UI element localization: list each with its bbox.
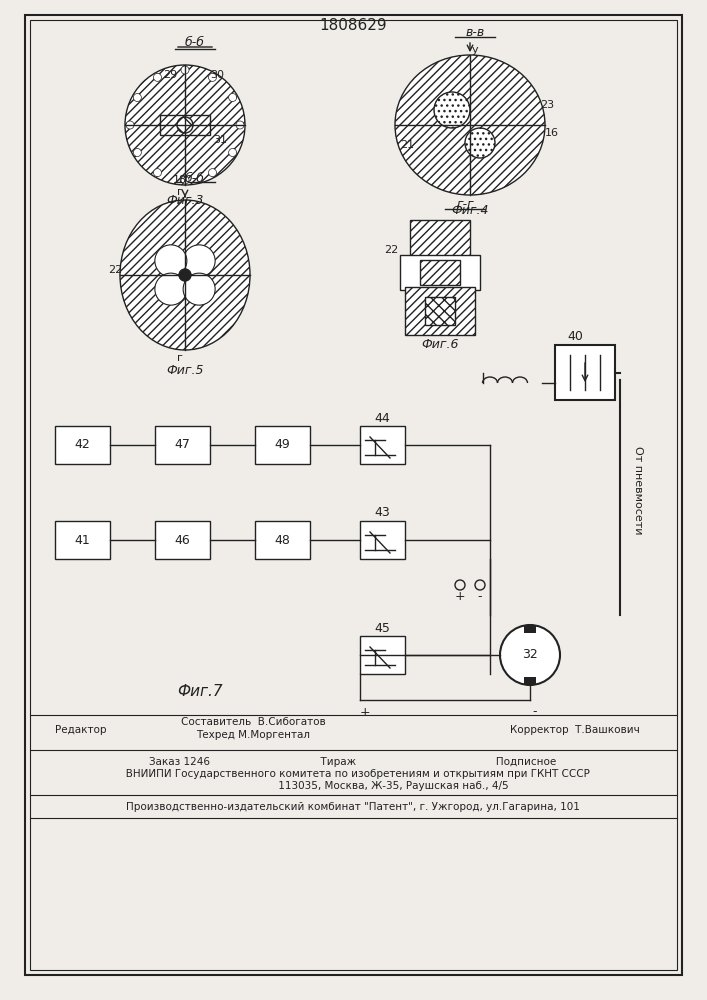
Bar — [360, 636, 405, 674]
Text: Фиг.6: Фиг.6 — [421, 338, 459, 352]
Bar — [360, 521, 405, 559]
Text: 49: 49 — [274, 438, 291, 452]
Circle shape — [179, 269, 191, 281]
Text: 45: 45 — [374, 621, 390, 635]
Text: Составитель  В.Сибогатов: Составитель В.Сибогатов — [180, 717, 325, 727]
Text: Корректор  Т.Вашкович: Корректор Т.Вашкович — [510, 725, 640, 735]
Text: б-б: б-б — [185, 36, 205, 49]
Text: Фиг.7: Фиг.7 — [177, 684, 223, 700]
Circle shape — [155, 245, 187, 277]
Bar — [410, 220, 470, 260]
Circle shape — [434, 92, 470, 128]
Text: 1808629: 1808629 — [319, 17, 387, 32]
Bar — [155, 426, 210, 464]
Text: 41: 41 — [75, 534, 90, 546]
Circle shape — [228, 148, 237, 156]
Circle shape — [125, 65, 245, 185]
Text: у: у — [472, 45, 479, 55]
Bar — [255, 521, 310, 559]
Circle shape — [153, 169, 161, 177]
Text: Фиг.3: Фиг.3 — [166, 194, 204, 207]
Circle shape — [181, 66, 189, 74]
Circle shape — [236, 121, 244, 129]
Bar — [55, 426, 110, 464]
Circle shape — [209, 73, 216, 81]
Text: От пневмосети: От пневмосети — [633, 446, 643, 534]
Bar — [420, 260, 460, 285]
Text: Фиг.4: Фиг.4 — [451, 204, 489, 217]
Text: -: - — [533, 706, 537, 718]
Bar — [524, 677, 536, 685]
Bar — [524, 625, 536, 633]
Bar — [405, 287, 475, 335]
Text: в-в: в-в — [465, 26, 484, 39]
Bar — [400, 255, 480, 290]
Bar — [160, 115, 210, 135]
Circle shape — [153, 73, 161, 81]
Text: 113035, Москва, Ж-35, Раушская наб., 4/5: 113035, Москва, Ж-35, Раушская наб., 4/5 — [197, 781, 509, 791]
Text: б-б: б-б — [185, 172, 205, 184]
Circle shape — [177, 117, 193, 133]
Text: Фиг.5: Фиг.5 — [166, 363, 204, 376]
Circle shape — [134, 94, 141, 102]
Circle shape — [465, 128, 495, 158]
Circle shape — [155, 273, 187, 305]
Circle shape — [125, 65, 245, 185]
Text: 22: 22 — [384, 245, 398, 255]
Text: 21: 21 — [400, 140, 414, 150]
Text: +: + — [360, 706, 370, 718]
Text: -: - — [478, 590, 482, 603]
Ellipse shape — [120, 200, 250, 350]
Text: 48: 48 — [274, 534, 291, 546]
Text: Редактор: Редактор — [55, 725, 107, 735]
Text: г: г — [177, 187, 183, 197]
Text: г: г — [177, 353, 183, 363]
Bar — [425, 297, 455, 325]
Bar — [255, 426, 310, 464]
Circle shape — [183, 273, 215, 305]
Bar — [155, 521, 210, 559]
Text: 22: 22 — [107, 265, 122, 275]
Circle shape — [209, 169, 216, 177]
Circle shape — [183, 245, 215, 277]
Bar — [360, 426, 405, 464]
Text: +: + — [455, 590, 465, 603]
Ellipse shape — [395, 55, 545, 195]
Text: 23: 23 — [540, 100, 554, 110]
Bar — [55, 521, 110, 559]
Circle shape — [500, 625, 560, 685]
Bar — [555, 345, 615, 400]
Text: 18: 18 — [173, 175, 187, 185]
Text: 47: 47 — [175, 438, 190, 452]
Circle shape — [228, 94, 237, 102]
Text: Производственно-издательский комбинат "Патент", г. Ужгород, ул.Гагарина, 101: Производственно-издательский комбинат "П… — [126, 802, 580, 812]
Text: 40: 40 — [567, 330, 583, 344]
Text: 29: 29 — [163, 70, 177, 80]
Text: 31: 31 — [213, 135, 227, 145]
Circle shape — [181, 176, 189, 184]
Circle shape — [134, 148, 141, 156]
Text: 46: 46 — [175, 534, 190, 546]
Text: Заказ 1246                                  Тираж                               : Заказ 1246 Тираж — [149, 757, 556, 767]
Text: 32: 32 — [522, 648, 538, 662]
Circle shape — [126, 121, 134, 129]
Text: 16: 16 — [545, 128, 559, 138]
Text: 43: 43 — [374, 506, 390, 520]
Text: 44: 44 — [374, 412, 390, 424]
Text: г-г: г-г — [456, 198, 474, 212]
Text: Техред М.Моргентал: Техред М.Моргентал — [196, 730, 310, 740]
Text: 30: 30 — [210, 70, 224, 80]
Text: ВНИИПИ Государственного комитета по изобретениям и открытиям при ГКНТ СССР: ВНИИПИ Государственного комитета по изоб… — [116, 769, 590, 779]
Text: 42: 42 — [75, 438, 90, 452]
